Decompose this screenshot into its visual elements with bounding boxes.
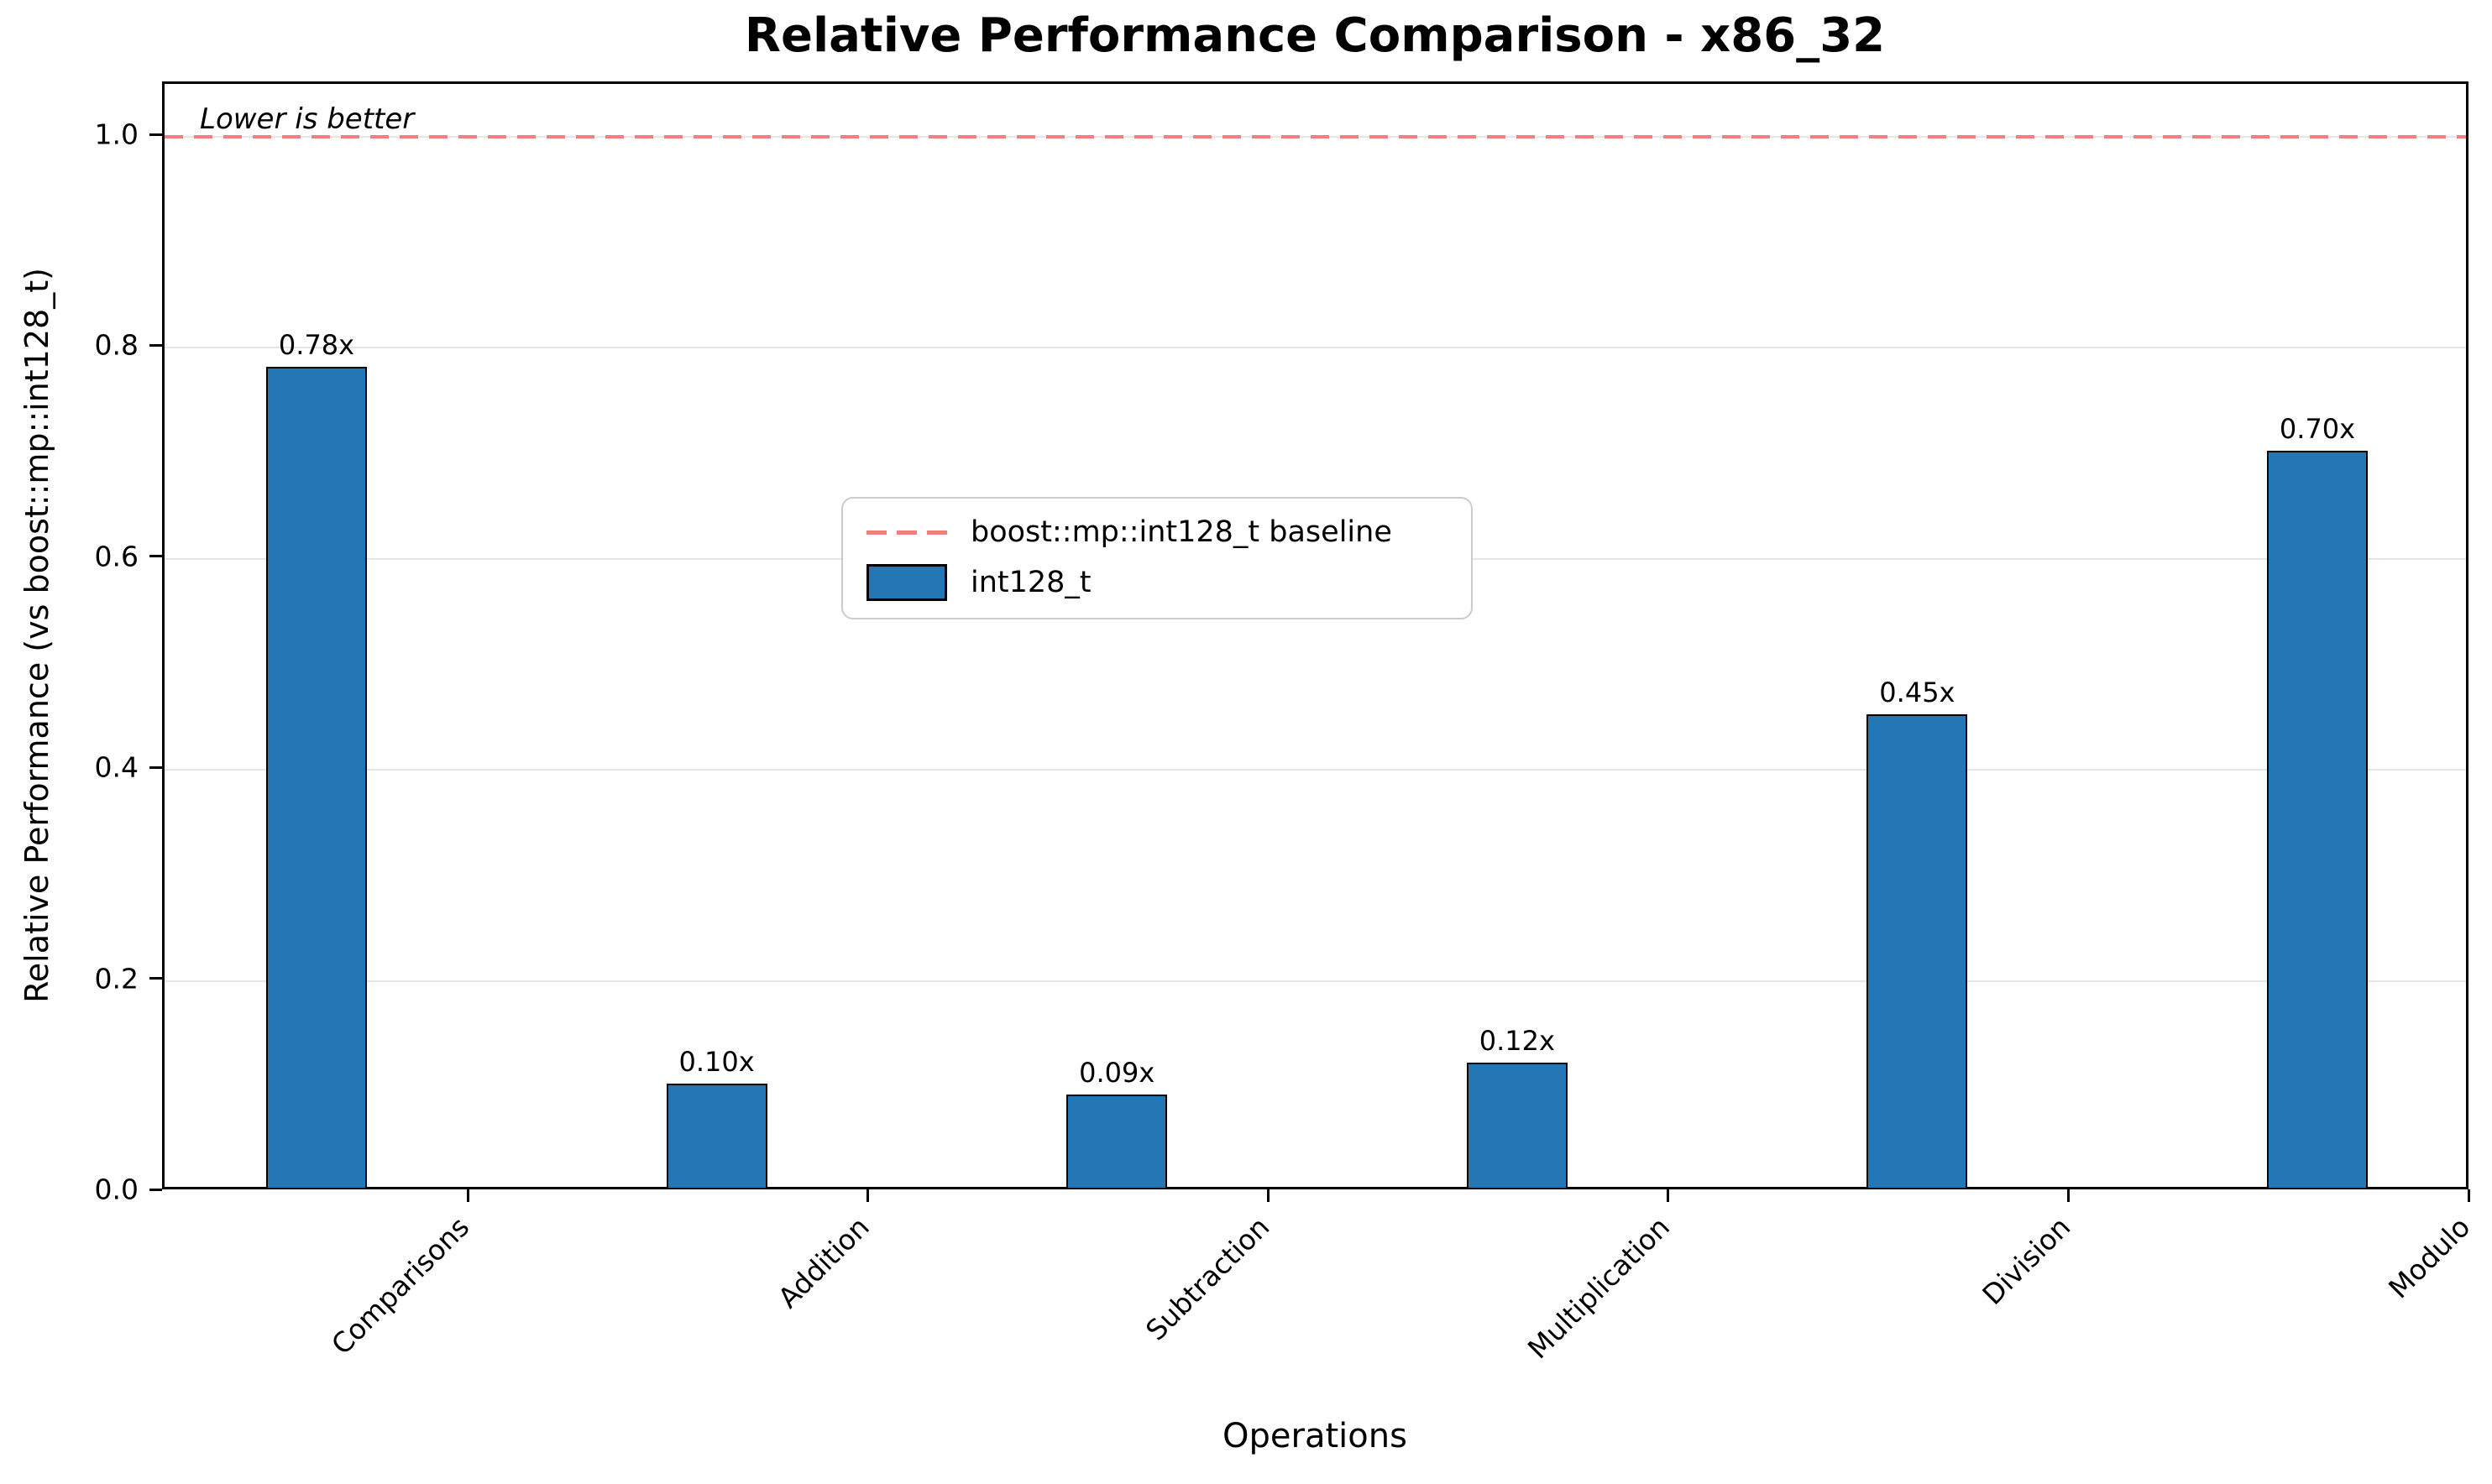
x-tick-label-addition: Addition [772, 1210, 877, 1314]
x-tick-mark [466, 1189, 469, 1202]
y-gridline [165, 980, 2466, 982]
x-axis-label: Operations [1222, 1417, 1407, 1455]
y-tick-label: 1.0 [94, 118, 139, 151]
legend-item-baseline: boost::mp::int128_t baseline [866, 515, 1448, 549]
x-tick-label-modulo: Modulo [2382, 1210, 2477, 1305]
bar-multiplication [1466, 1063, 1568, 1189]
int128-color-swatch [866, 564, 947, 601]
y-tick-label: 0.6 [94, 540, 139, 573]
bar-subtraction [1066, 1094, 1168, 1189]
plot-area: 0.78x 0.10x 0.09x 0.12x 0.45x 0.70x [162, 81, 2468, 1189]
legend-item-int128: int128_t [866, 564, 1448, 601]
x-tick-mark [2066, 1189, 2070, 1202]
x-tick-mark [866, 1189, 870, 1202]
legend-label-baseline: boost::mp::int128_t baseline [971, 515, 1392, 549]
y-gridline [165, 769, 2466, 771]
bar-value-label: 0.78x [278, 328, 355, 361]
baseline-dashed-line-sample [866, 530, 947, 535]
y-tick-label: 0.2 [94, 962, 139, 995]
y-tick-mark [149, 766, 162, 769]
y-gridline [165, 347, 2466, 349]
y-tick-mark [149, 133, 162, 136]
y-tick-label: 0.4 [94, 750, 139, 784]
bar-modulo [2267, 451, 2368, 1189]
bar-comparisons [266, 366, 367, 1189]
bar-division [1866, 714, 1968, 1189]
x-tick-label-comparisons: Comparisons [325, 1210, 476, 1361]
y-tick-mark [149, 343, 162, 347]
x-tick-mark [2467, 1189, 2470, 1202]
bar-addition [666, 1084, 767, 1189]
y-axis-label: Relative Performance (vs boost::mp::int1… [18, 268, 55, 1003]
y-tick-mark [149, 977, 162, 980]
x-tick-label-multiplication: Multiplication [1521, 1210, 1677, 1366]
legend-label-int128: int128_t [971, 566, 1092, 599]
x-tick-mark [1667, 1189, 1670, 1202]
lower-is-better-annotation: Lower is better [200, 102, 415, 136]
bar-value-label: 0.12x [1479, 1025, 1555, 1058]
chart-title: Relative Performance Comparison - x86_32 [744, 8, 1886, 63]
bar-value-label: 0.09x [1079, 1056, 1155, 1089]
x-tick-mark [1266, 1189, 1270, 1202]
y-tick-mark [149, 1188, 162, 1191]
legend: boost::mp::int128_t baseline int128_t [841, 497, 1473, 619]
baseline-dashed-line [165, 135, 2466, 138]
bar-value-label: 0.70x [2279, 413, 2356, 446]
y-tick-mark [149, 555, 162, 558]
x-tick-label-division: Division [1975, 1210, 2076, 1312]
x-tick-label-subtraction: Subtraction [1139, 1210, 1276, 1347]
y-tick-label: 0.8 [94, 328, 139, 362]
bar-value-label: 0.45x [1879, 677, 1955, 709]
y-tick-label: 0.0 [94, 1173, 139, 1206]
bar-value-label: 0.10x [678, 1046, 755, 1079]
